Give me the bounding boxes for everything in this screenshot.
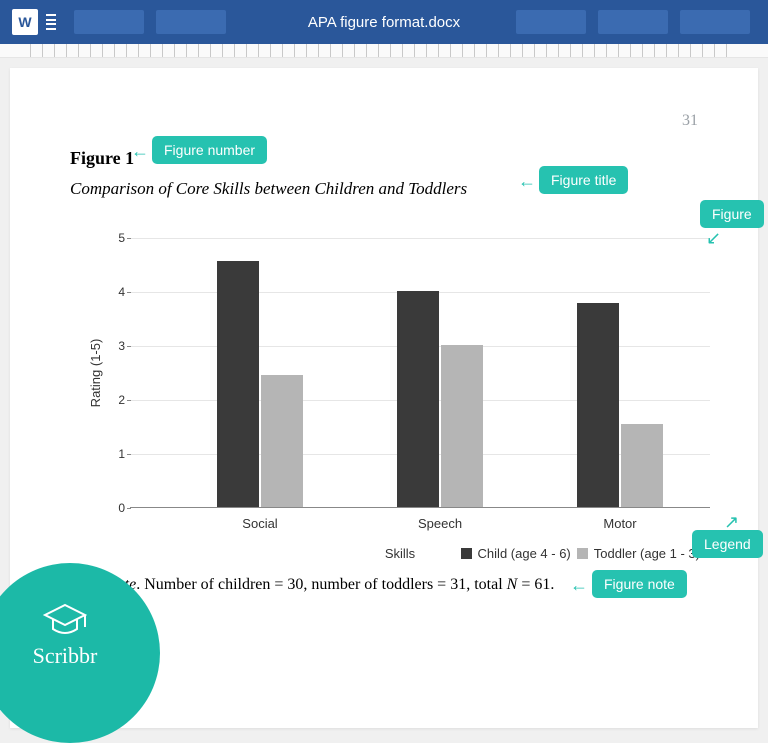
document-title: APA figure format.docx: [308, 14, 460, 31]
figure-number: Figure 1: [70, 148, 134, 169]
titlebar-block: [156, 10, 226, 34]
arrow-icon: ↙: [706, 228, 721, 249]
y-axis-label: Rating (1-5): [88, 339, 103, 408]
plot-area: 012345: [130, 238, 710, 508]
note-N: N: [507, 576, 518, 593]
arrow-icon: ←: [518, 172, 536, 190]
legend-swatch: [577, 548, 588, 559]
callout-figure: Figure: [700, 200, 764, 228]
page-number: 31: [682, 112, 698, 130]
callout-legend: Legend: [692, 530, 763, 558]
bar: [577, 303, 619, 507]
word-icon: [12, 9, 38, 35]
bar: [397, 291, 439, 507]
y-tick: 0: [110, 501, 125, 515]
figure-title: Comparison of Core Skills between Childr…: [70, 179, 467, 199]
y-tick: 1: [110, 447, 125, 461]
scribbr-cap-icon: [43, 603, 87, 639]
arrow-icon: ↗: [724, 512, 739, 533]
word-doc-icon-lines: [46, 11, 56, 33]
figure-note: Note. Number of children = 30, number of…: [106, 576, 554, 594]
chart-legend: Child (age 4 - 6) Toddler (age 1 - 3): [461, 546, 700, 561]
x-category-label: Motor: [603, 516, 636, 531]
scribbr-name: Scribbr: [33, 643, 98, 669]
x-category-label: Social: [242, 516, 277, 531]
bar: [217, 261, 259, 507]
titlebar-block: [516, 10, 586, 34]
y-tick: 3: [110, 339, 125, 353]
x-category-label: Speech: [418, 516, 462, 531]
ruler: [0, 44, 768, 58]
legend-swatch: [461, 548, 472, 559]
note-tail: = 61.: [517, 576, 554, 593]
y-tick: 4: [110, 285, 125, 299]
arrow-icon: ←: [131, 142, 149, 160]
x-axis-label: Skills: [385, 546, 415, 561]
gridline: [130, 238, 710, 239]
word-titlebar: APA figure format.docx: [0, 0, 768, 44]
note-body: . Number of children = 30, number of tod…: [136, 576, 506, 593]
titlebar-block: [680, 10, 750, 34]
callout-figure-number: Figure number: [152, 136, 267, 164]
y-tick: 2: [110, 393, 125, 407]
callout-figure-note: Figure note: [592, 570, 687, 598]
figure-chart: Rating (1-5) 012345 Skills Child (age 4 …: [90, 238, 710, 568]
y-tick: 5: [110, 231, 125, 245]
legend-label: Child (age 4 - 6): [478, 546, 571, 561]
titlebar-block: [74, 10, 144, 34]
bar: [621, 424, 663, 507]
bar: [441, 345, 483, 507]
titlebar-block: [598, 10, 668, 34]
bar: [261, 375, 303, 507]
callout-figure-title: Figure title: [539, 166, 628, 194]
arrow-icon: ←: [570, 576, 588, 594]
legend-label: Toddler (age 1 - 3): [594, 546, 700, 561]
